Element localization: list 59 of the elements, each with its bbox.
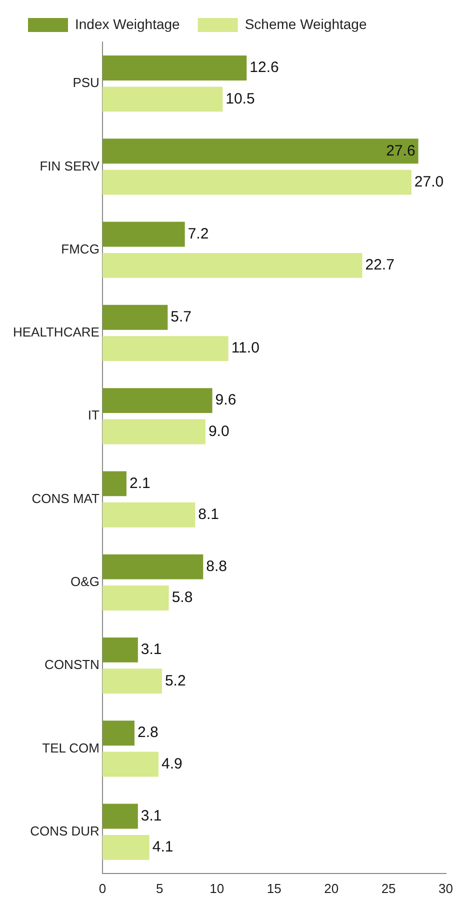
bar <box>102 502 196 528</box>
y-tick-label: FMCG <box>61 241 100 256</box>
bar <box>102 304 168 330</box>
bar <box>102 834 150 860</box>
bar <box>102 554 204 580</box>
bar <box>102 637 138 662</box>
bar <box>102 471 126 496</box>
x-tick-label: 25 <box>381 880 396 896</box>
bar <box>102 138 418 164</box>
x-tick-label: 20 <box>324 880 339 896</box>
y-tick-label: O&G <box>70 574 100 589</box>
bar <box>102 222 185 247</box>
x-tick-label: 0 <box>98 880 106 896</box>
x-tick-label: 15 <box>266 880 282 896</box>
bar <box>102 668 162 694</box>
data-label: 5.2 <box>164 672 186 690</box>
y-tick-label: CONS DUR <box>30 823 100 838</box>
y-tick-label: FIN SERV <box>40 158 100 174</box>
bar <box>102 252 362 278</box>
bar <box>102 804 138 829</box>
y-tick-label: TEL COM <box>42 740 100 756</box>
data-label: 4.9 <box>162 755 182 772</box>
data-label: 4.1 <box>152 838 174 856</box>
data-label: 8.8 <box>206 558 228 575</box>
y-tick-label: HEALTHCARE <box>12 324 100 340</box>
y-tick-label: PSU <box>72 75 100 90</box>
x-tick-label: 30 <box>438 880 454 896</box>
y-tick-label: CONS MAT <box>32 490 100 506</box>
data-label: 2.1 <box>129 474 150 492</box>
data-label: 3.1 <box>140 807 162 824</box>
data-label: 12.6 <box>250 59 279 76</box>
bar <box>102 720 134 746</box>
data-label: 8.1 <box>198 506 219 523</box>
bar <box>102 170 412 195</box>
bar <box>102 56 247 80</box>
data-label: 27.6 <box>386 142 416 160</box>
data-label: 5.8 <box>172 589 193 606</box>
bar <box>102 336 228 362</box>
bar <box>102 586 169 610</box>
data-label: 10.5 <box>226 90 255 108</box>
bar <box>102 752 159 777</box>
x-tick-label: 10 <box>210 880 224 896</box>
x-tick-label: 5 <box>156 880 164 896</box>
bar <box>102 419 206 444</box>
legend-label: Scheme Weightage <box>244 16 367 32</box>
data-label: 9.6 <box>215 392 236 409</box>
y-tick-label: CONSTN <box>44 657 100 672</box>
data-label: 7.2 <box>188 225 209 242</box>
data-label: 11.0 <box>231 340 260 357</box>
data-label: 2.8 <box>137 724 158 742</box>
data-label: 5.7 <box>170 308 192 326</box>
y-tick-label: IT <box>88 408 100 423</box>
bar <box>102 86 223 112</box>
data-label: 3.1 <box>140 641 162 658</box>
bar <box>102 388 212 414</box>
data-label: 9.0 <box>208 422 230 440</box>
legend-label: Index Weightage <box>75 16 180 32</box>
data-label: 27.0 <box>414 173 444 190</box>
data-label: 22.7 <box>365 256 394 274</box>
